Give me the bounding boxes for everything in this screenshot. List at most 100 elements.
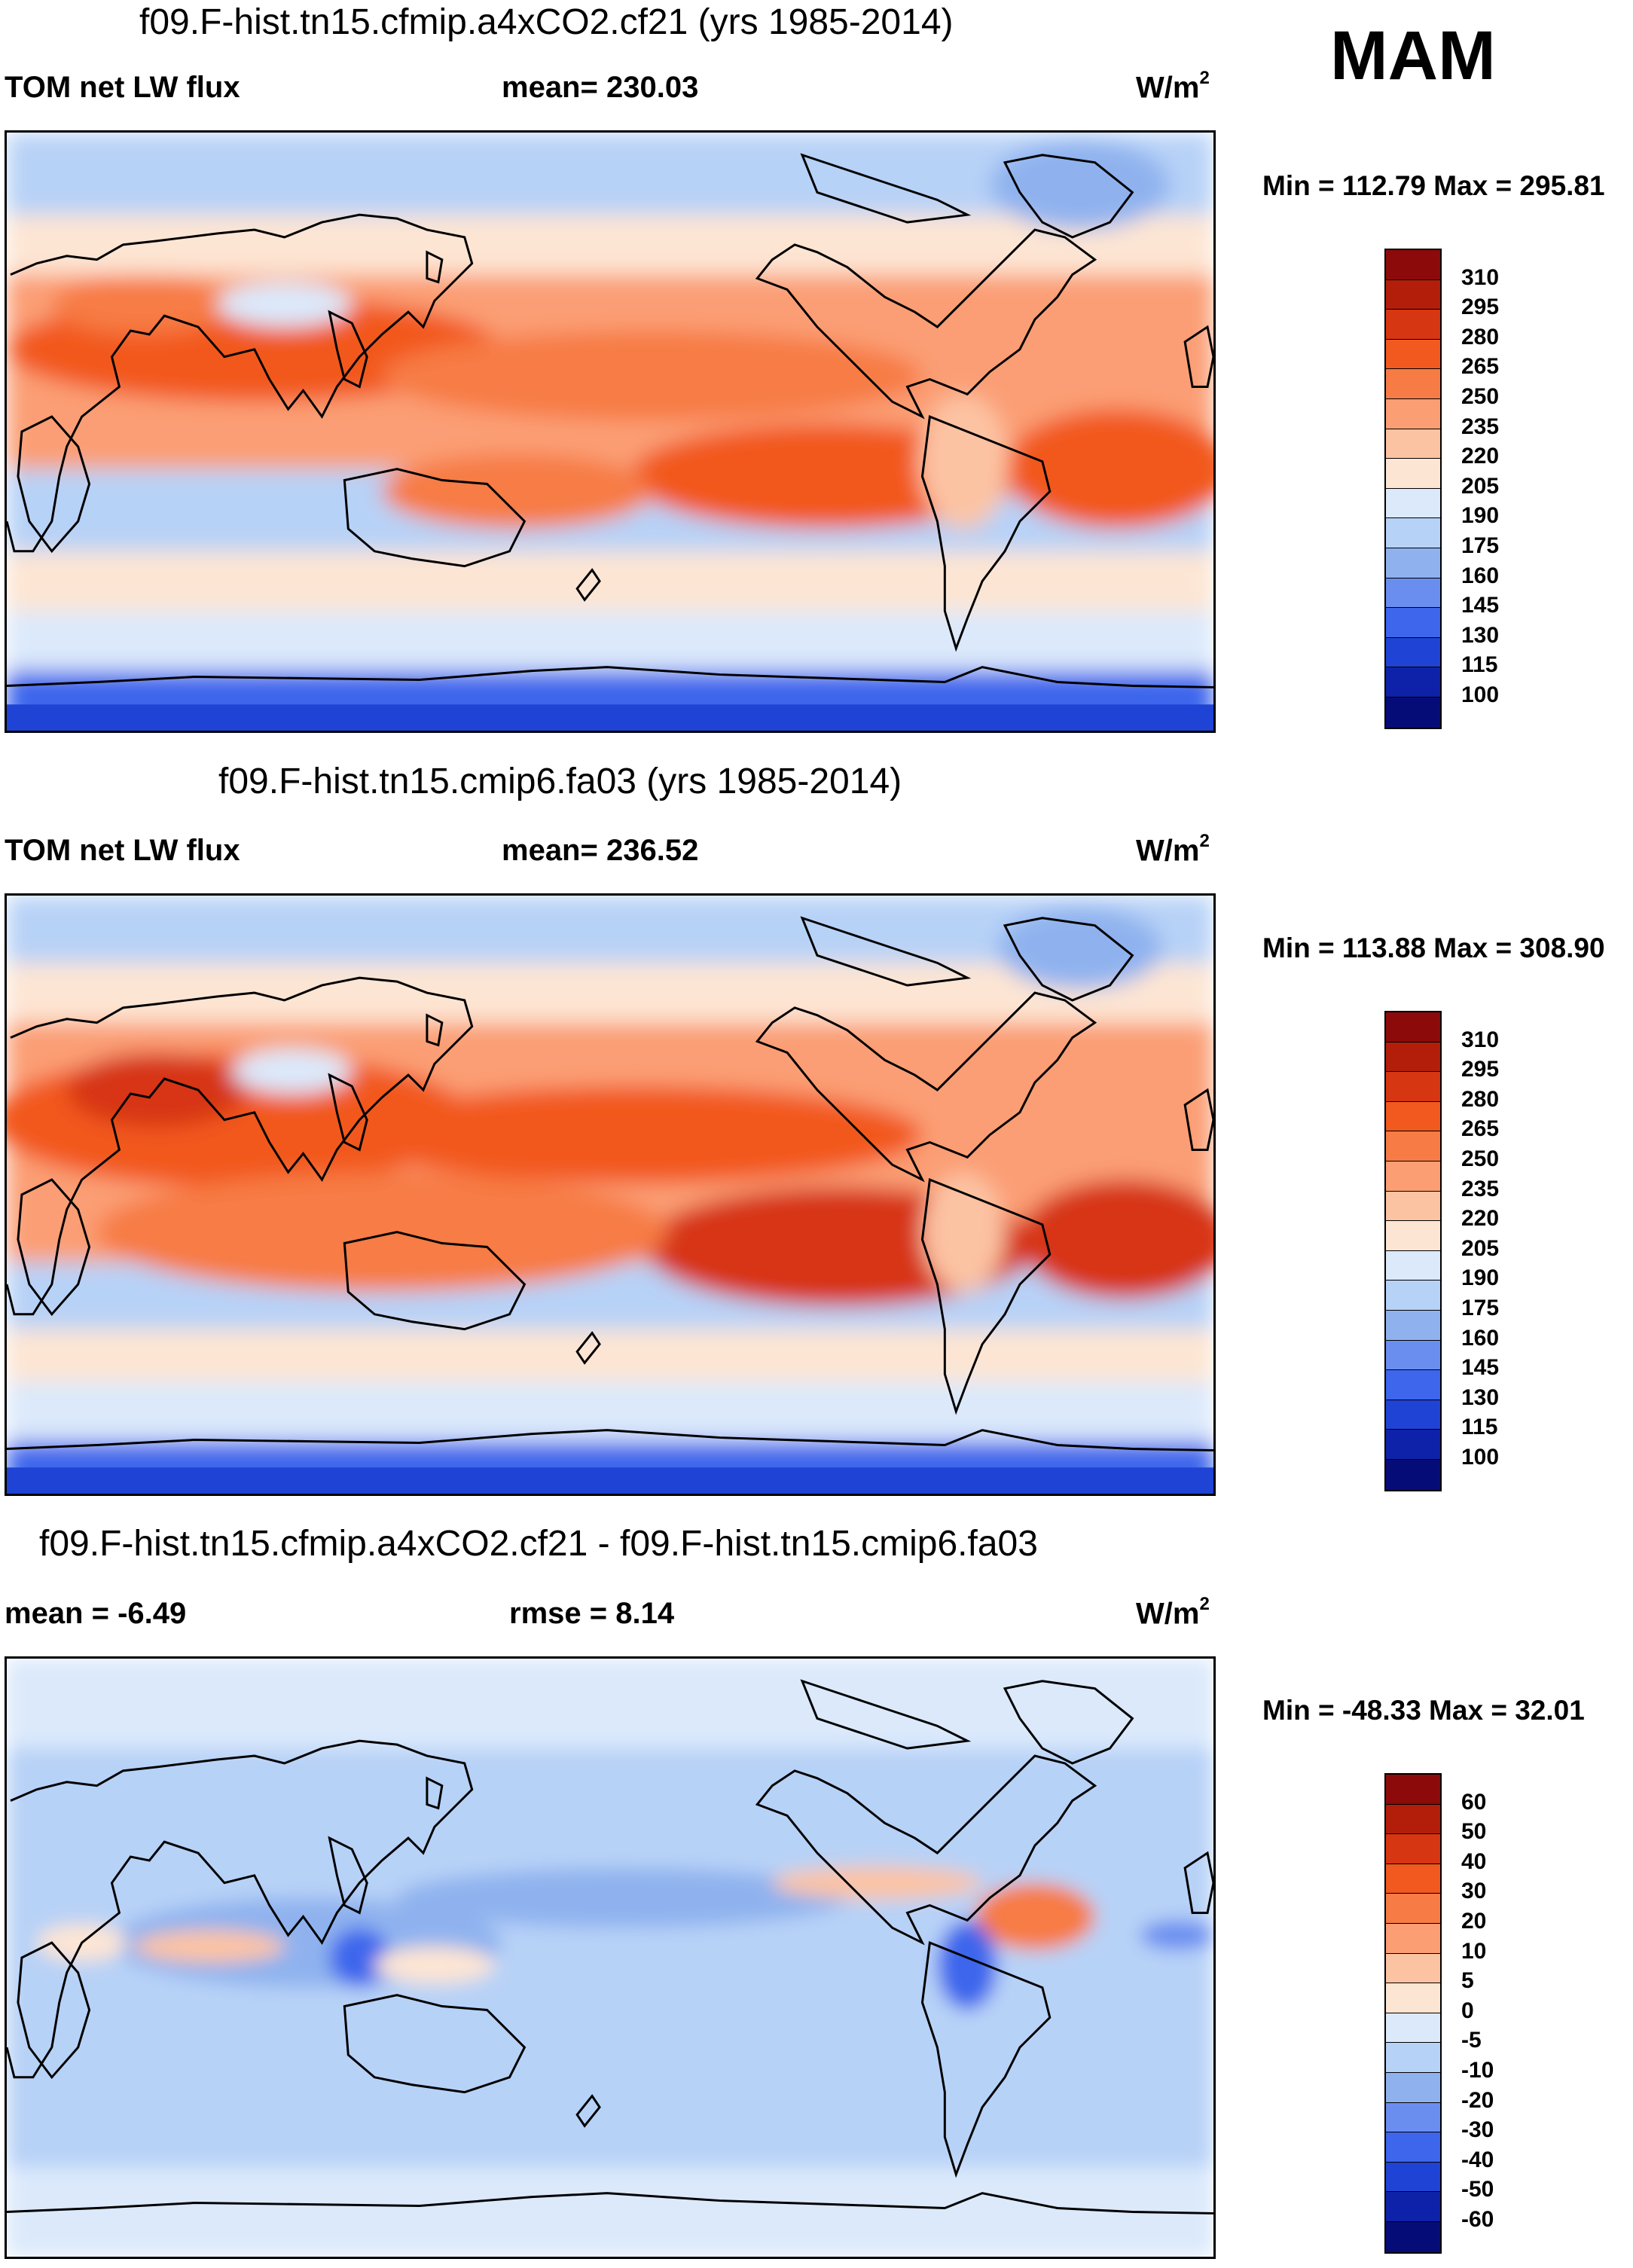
panel-3-colorbar-segment [1386,1923,1440,1954]
panel-2-mean-label: mean= 236.52 [502,834,699,867]
panel-1-colorbar-label: 100 [1461,682,1500,707]
panel-1-colorbar-label: 205 [1461,473,1500,499]
panel-2-colorbar-label: 190 [1461,1265,1500,1291]
panel-2-colorbar-label: 160 [1461,1325,1500,1351]
panel-3-colorbar-label: -10 [1461,2058,1494,2083]
panel-3-colorbar [1384,1773,1442,2254]
panel-1-colorbar-label: 280 [1461,324,1500,350]
panel-3-colorbar-label: 30 [1461,1879,1487,1904]
panel-2-colorbar-label: 310 [1461,1027,1500,1052]
panel-2-colorbar-segment [1386,1281,1440,1311]
panel-3-colorbar-segment [1386,1864,1440,1894]
panel-1-colorbar-label: 220 [1461,444,1500,469]
panel-1-colorbar-segment [1386,398,1440,429]
panel-1-colorbar-segment [1386,608,1440,638]
panel-3-colorbar-label: 5 [1461,1968,1474,1994]
panel-3-colorbar-label: -20 [1461,2087,1494,2113]
panel-2-map [5,893,1216,1496]
panel-1-colorbar-segment [1386,279,1440,310]
panel-1-minmax: Min = 112.79 Max = 295.81 [1262,170,1605,201]
panel-2-colorbar-label: 250 [1461,1146,1500,1171]
panel-3-colorbar-segment [1386,2102,1440,2133]
panel-1-colorbar-segment [1386,637,1440,668]
panel-1-colorbar-segment [1386,667,1440,697]
panel-3-colorbar-label: -30 [1461,2117,1494,2143]
panel-3-colorbar-segment [1386,1983,1440,2013]
panel-3-colorbar-segment [1386,1894,1440,1924]
panel-2-colorbar-segment [1386,1072,1440,1102]
panel-1-title: f09.F-hist.tn15.cfmip.a4xCO2.cf21 (yrs 1… [139,2,954,42]
panel-3-colorbar-segment [1386,2072,1440,2103]
panel-1-colorbar-segment [1386,548,1440,578]
panel-3-map [5,1656,1216,2259]
panel-1-colorbar-label: 265 [1461,354,1500,380]
panel-3-colorbar-label: -5 [1461,2028,1482,2053]
panel-3-units: W/m2 [1136,1594,1210,1631]
panel-3-colorbar-segment [1386,2162,1440,2193]
panel-3-colorbar-segment [1386,1834,1440,1864]
panel-2-colorbar-label: 220 [1461,1206,1500,1232]
panel-3-colorbar-segment [1386,2043,1440,2073]
panel-2-title: f09.F-hist.tn15.cmip6.fa03 (yrs 1985-201… [218,762,902,801]
panel-3-title: f09.F-hist.tn15.cfmip.a4xCO2.cf21 - f09.… [39,1524,1038,1564]
panel-3-colorbar-segment [1386,2013,1440,2044]
panel-3-colorbar-segment [1386,2221,1440,2252]
panel-2-colorbar-label: 175 [1461,1296,1500,1320]
panel-1-colorbar-segment [1386,250,1440,280]
panel-3-colorbar-label: 60 [1461,1789,1487,1815]
panel-1-map [5,130,1216,733]
panel-2-colorbar-label: 130 [1461,1384,1500,1410]
panel-1-colorbar-segment [1386,459,1440,489]
panel-3-colorbar-segment [1386,1804,1440,1835]
panel-1-colorbar-label: 115 [1461,652,1498,678]
panel-3-colorbar-label: -60 [1461,2207,1494,2232]
season-label: MAM [1330,17,1496,94]
panel-1-colorbar-segment [1386,518,1440,548]
panel-2-colorbar-label: 265 [1461,1116,1500,1142]
panel-1-colorbar-label: 175 [1461,533,1500,558]
panel-1-colorbar-segment [1386,578,1440,609]
panel-1-colorbar-label: 160 [1461,563,1500,588]
panel-1-mean-label: mean= 230.03 [502,71,699,104]
panel-2-colorbar-segment [1386,1340,1440,1371]
panel-1-colorbar-label: 250 [1461,384,1500,409]
panel-3-colorbar-segment [1386,1775,1440,1805]
panel-2-colorbar-label: 280 [1461,1086,1500,1112]
panel-1-colorbar-segment [1386,488,1440,519]
panel-2-units: W/m2 [1136,831,1210,868]
panel-3-colorbar-segment [1386,2132,1440,2163]
panel-3-colorbar-label: -40 [1461,2147,1494,2172]
panel-2-colorbar-segment [1386,1191,1440,1222]
panel-1-units: W/m2 [1136,68,1210,105]
panel-2-colorbar-segment [1386,1310,1440,1341]
panel-3-colorbar-label: 50 [1461,1819,1487,1845]
panel-1-colorbar-label: 130 [1461,622,1500,648]
panel-2-colorbar-segment [1386,1012,1440,1042]
panel-2-colorbar-segment [1386,1131,1440,1161]
panel-2-colorbar-segment [1386,1459,1440,1490]
panel-1-colorbar-segment [1386,310,1440,340]
panel-2-colorbar-segment [1386,1101,1440,1132]
panel-2-colorbar-label: 115 [1461,1415,1498,1440]
panel-3-colorbar-label: 0 [1461,1998,1474,2023]
panel-2-colorbar-segment [1386,1221,1440,1251]
panel-2-colorbar-segment [1386,1250,1440,1281]
panel-1-colorbar [1384,249,1442,729]
panel-1-colorbar-label: 235 [1461,414,1500,439]
panel-1-colorbar-segment [1386,697,1440,728]
panel-1-colorbar-label: 190 [1461,503,1500,529]
panel-3-colorbar-segment [1386,1953,1440,1984]
panel-3-colorbar-label: 20 [1461,1909,1487,1934]
panel-2-variable-label: TOM net LW flux [5,834,240,867]
panel-1-colorbar-label: 310 [1461,264,1500,290]
panel-1-variable-label: TOM net LW flux [5,71,240,104]
panel-2-colorbar-segment [1386,1042,1440,1073]
panel-2-colorbar [1384,1011,1442,1491]
panel-3-rmse-label: rmse = 8.14 [509,1597,675,1630]
panel-1-colorbar-segment [1386,369,1440,399]
panel-1-colorbar-label: 295 [1461,295,1500,320]
panel-2-minmax: Min = 113.88 Max = 308.90 [1262,933,1605,963]
panel-1-colorbar-segment [1386,339,1440,370]
panel-1-colorbar-segment [1386,429,1440,459]
panel-2-colorbar-label: 295 [1461,1057,1500,1082]
